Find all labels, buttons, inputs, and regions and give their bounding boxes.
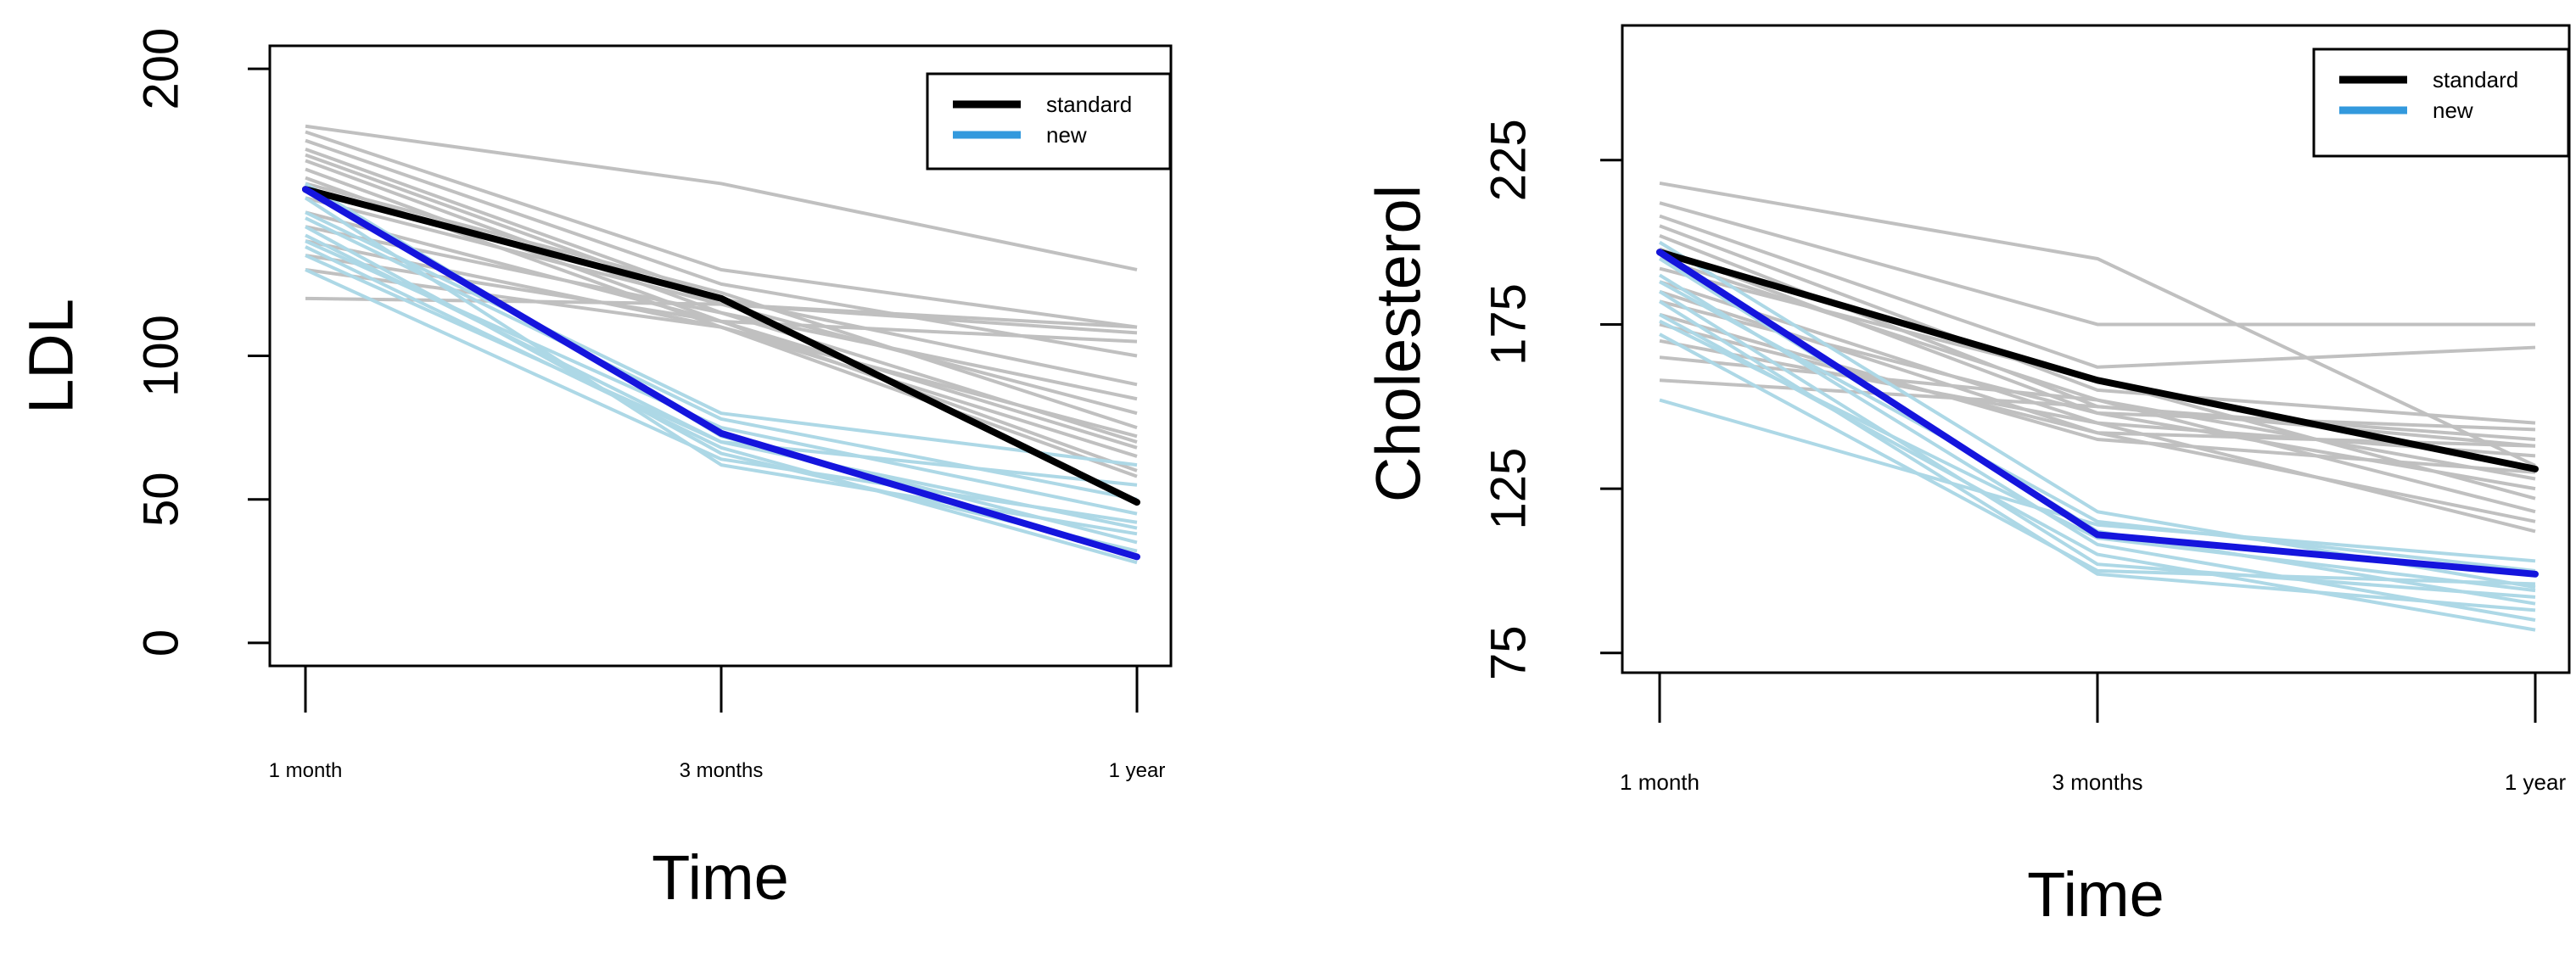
x-tick-label-1: 1 month — [1620, 769, 1700, 795]
x-tick-label-3: 1 year — [1109, 759, 1166, 782]
individual-standard-line-14 — [305, 254, 1138, 450]
x-tick-label-2: 3 months — [680, 759, 764, 782]
individual-standard-line-1 — [305, 124, 1138, 271]
legend-box — [2312, 48, 2570, 158]
legend-box — [926, 72, 1172, 171]
legend: standard new — [2312, 48, 2570, 158]
x-axis-title: Time — [2027, 859, 2164, 930]
individual-standard-line-3 — [305, 138, 1138, 358]
individual-new-line-1 — [305, 210, 1138, 467]
series-line-new — [302, 186, 1140, 561]
individual-new-line-6 — [304, 196, 1138, 536]
y-tick-label-225: 225 — [1481, 119, 1537, 201]
legend: standard new — [926, 72, 1172, 171]
x-axis-title: Time — [652, 842, 789, 913]
y-tick-label-75: 75 — [1481, 626, 1537, 681]
individual-standard-line-4 — [1659, 224, 2536, 425]
individual-new-line-10 — [305, 233, 1138, 487]
y-tick-label-125: 125 — [1481, 448, 1537, 530]
individual-new-line-10 — [1659, 398, 2536, 563]
series-line-standard — [1656, 249, 2539, 472]
legend-label-new: new — [1046, 122, 1087, 148]
individual-standard-line-1 — [1659, 181, 2536, 467]
legend-label-new: new — [2433, 98, 2473, 123]
x-tick-label-2: 3 months — [2052, 769, 2143, 795]
y-tick-label-175: 175 — [1481, 283, 1537, 366]
series-line-standard — [302, 186, 1140, 506]
individual-standard-line-15 — [1659, 355, 2536, 481]
legend-label-standard: standard — [1046, 92, 1132, 117]
individual-new-line-8 — [1659, 280, 2536, 573]
individual-standard-line-12 — [305, 225, 1138, 401]
y-axis-title: LDL — [16, 299, 87, 414]
y-tick-label-0: 0 — [134, 629, 189, 657]
x-tick-label-3: 1 year — [2505, 769, 2567, 795]
x-tick-label-1: 1 month — [269, 759, 343, 782]
individual-standard-line-11 — [1659, 299, 2536, 432]
individual-standard-line-2 — [305, 130, 1138, 329]
individual-new-line-3 — [1658, 273, 2536, 623]
individual-new-line-4 — [1658, 290, 2536, 599]
individual-new-line-7 — [305, 268, 1138, 524]
y-tick-label-50: 50 — [134, 472, 189, 527]
individual-new-line-8 — [305, 216, 1138, 501]
chart-panel-2: 75 125 175 225 1 month 3 months 1 year Time Chol… — [1364, 24, 2571, 930]
chart-panel-1: 0 50 100 200 1 month 3 months 1 year Time LDL sta… — [16, 28, 1173, 913]
y-axis-title: Cholesterol — [1364, 185, 1434, 502]
y-tick-label-200: 200 — [134, 28, 189, 110]
individual-standard-line-3 — [1659, 214, 2536, 369]
individual-new-line-7 — [1659, 333, 2536, 586]
individual-new-line-9 — [305, 245, 1138, 565]
y-tick-label-100: 100 — [134, 315, 189, 397]
series-line-new — [1656, 249, 2539, 578]
individual-standard-line-12 — [1659, 312, 2536, 474]
individual-standard-line-9 — [305, 182, 1138, 430]
individual-standard-line-14 — [1659, 338, 2536, 458]
individual-standard-line-16 — [1659, 378, 2536, 448]
individual-standard-line-2 — [1659, 201, 2535, 327]
legend-label-standard: standard — [2433, 67, 2518, 92]
